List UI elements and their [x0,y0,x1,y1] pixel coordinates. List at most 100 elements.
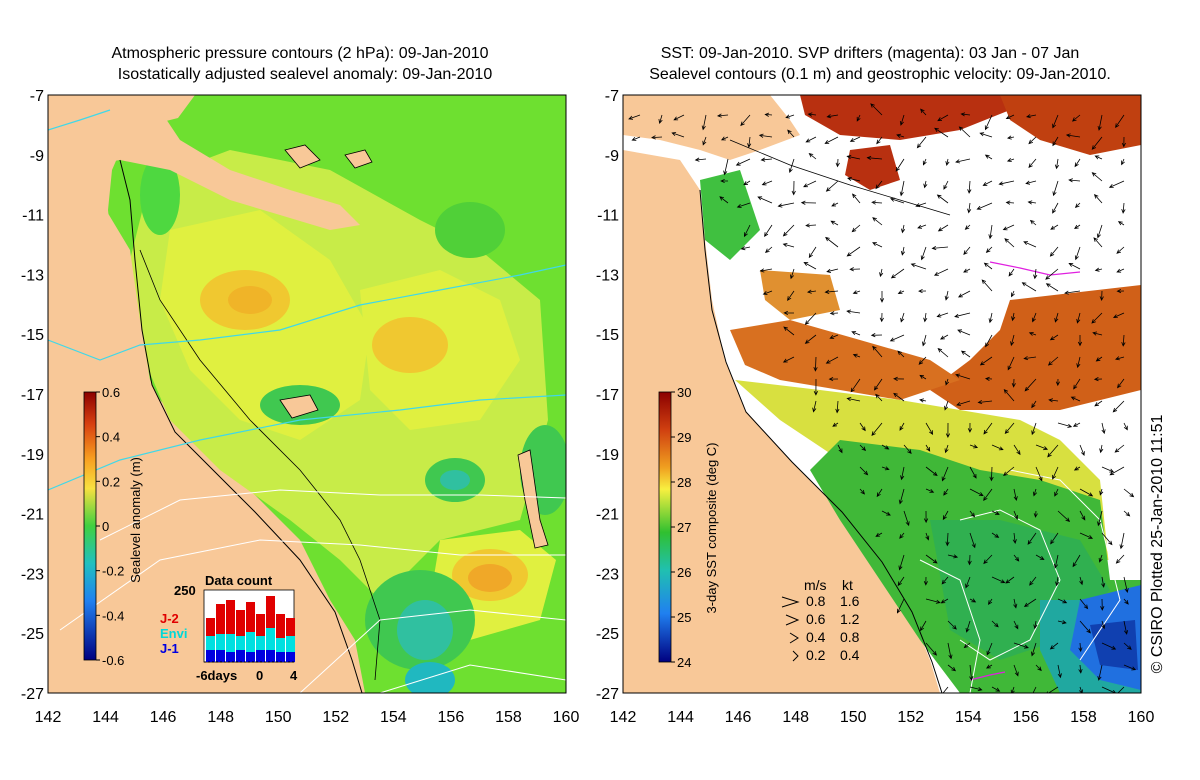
velocity-arrow [969,598,977,603]
velocity-arrow [967,554,972,566]
velocity-arrow [1052,466,1059,480]
velocity-arrow [825,356,839,364]
velocity-arrow [813,378,818,396]
velocity-arrow [803,180,817,188]
lat-label: -13 [21,267,44,284]
velocity-arrow [991,620,999,628]
velocity-arrow [967,180,972,194]
velocity-arrow [852,290,861,295]
velocity-arrow [1013,620,1019,630]
velocity-arrow [1045,268,1059,280]
velocity-arrow [960,112,971,117]
velocity-arrow [1033,620,1038,630]
velocity-arrow [829,311,839,316]
velocity-arrow [1050,224,1059,230]
velocity-header-ms: m/s [804,577,827,593]
velocity-arrow [989,466,994,482]
velocity-arrow [851,224,861,233]
velocity-arrow [658,114,663,124]
velocity-arrow [942,510,949,521]
velocity-arrow [1005,114,1015,119]
velocity-arrow [1115,554,1125,564]
velocity-arrow [945,422,951,439]
velocity-arrow [1031,422,1037,436]
velocity-arrow [899,532,905,539]
right-lon-axis: 142 144 146 148 150 152 154 156 158 160 [610,709,1155,726]
velocity-arrow [954,312,971,318]
colorbar-tick-label: 26 [677,565,691,580]
velocity-arrow [1012,532,1017,545]
velocity-arrow [987,598,993,605]
velocity-arrow [1011,378,1016,388]
velocity-arrow [900,312,905,323]
inset-title: Data count [205,573,273,588]
inset-bar-segment [286,636,295,652]
left-title-line1: Atmospheric pressure contours (2 hPa): 0… [111,45,488,62]
inset-bar-segment [206,650,215,662]
velocity-arrow [991,510,1000,515]
velocity-arrow [1057,510,1071,523]
velocity-ms-value: 0.4 [806,629,826,645]
velocity-arrow [925,444,931,452]
lon-label: 152 [897,709,924,726]
velocity-arrow [1115,356,1125,361]
velocity-legend-rows: 0.8 1.6 0.6 1.2 0.4 0.8 0.2 0.4 [781,593,860,663]
velocity-arrow [1049,334,1059,341]
velocity-arrow [1074,202,1081,209]
velocity-arrow [957,329,971,336]
velocity-arrow [1123,422,1128,431]
velocity-arrow [702,136,707,146]
velocity-arrow [804,312,817,325]
velocity-arrow [825,180,839,192]
lon-label: 144 [92,709,119,726]
velocity-arrow [901,224,906,234]
velocity-arrow [1013,488,1018,502]
velocity-arrow [1123,620,1129,635]
left-lat-axis: -7 -9 -11 -13 -15 -17 -19 -21 -23 -25 -27 [21,88,44,703]
velocity-arrow [988,312,993,324]
velocity-arrow [1052,136,1059,147]
velocity-arrow [1032,488,1037,497]
velocity-arrow [1055,378,1060,387]
velocity-arrow [846,246,861,257]
velocity-arrow [1027,532,1037,545]
velocity-arrow [920,620,927,632]
velocity-arrow [984,154,993,160]
velocity-arrow [956,400,971,406]
lat-label: -11 [22,208,44,225]
velocity-arrow [998,180,1015,186]
velocity-ms-value: 0.2 [806,647,826,663]
velocity-arrow [965,576,971,589]
velocity-arrow [1097,664,1103,681]
velocity-arrow [900,246,906,256]
velocity-arrow [1064,290,1081,295]
velocity-arrow [777,202,795,208]
velocity-arrow [1055,576,1060,587]
velocity-arrow [923,180,928,189]
velocity-arrow [846,309,861,314]
velocity-arrow [931,246,949,251]
velocity-arrow [900,466,905,481]
velocity-arrow [936,194,949,204]
left-map-area [48,95,566,693]
velocity-arrow [983,554,993,565]
velocity-arrow [866,155,883,161]
velocity-arrow [983,488,993,502]
velocity-ms-value: 0.6 [806,611,826,627]
velocity-arrow [813,356,818,372]
velocity-arrow [991,532,1000,538]
velocity-arrow [851,331,861,336]
velocity-arrow [1100,598,1105,611]
velocity-arrow [765,246,773,253]
velocity-arrow [937,224,949,232]
velocity-arrow [988,224,993,240]
velocity-arrow [716,113,729,118]
right-map-panel: SST: 09-Jan-2010. SVP drifters (magenta)… [622,45,1142,694]
lon-label: 160 [553,709,580,726]
velocity-arrow [979,356,993,366]
velocity-arrow [941,576,949,585]
velocity-arrow [897,290,905,294]
velocity-arrow [947,664,957,672]
velocity-arrow [1033,510,1038,518]
lat-label: -9 [30,148,44,165]
